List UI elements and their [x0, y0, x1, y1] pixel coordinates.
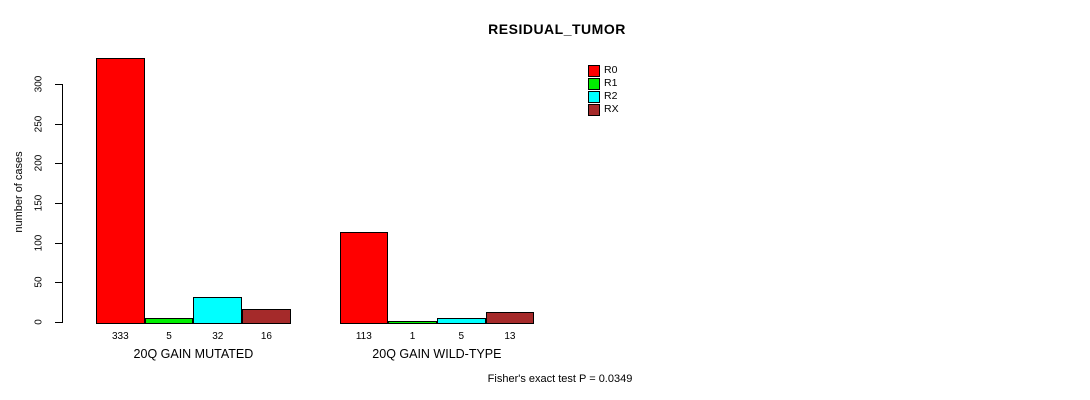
bar-r2 — [193, 296, 243, 324]
bar-value-label: 1 — [409, 331, 416, 342]
y-axis-label: number of cases — [13, 151, 25, 233]
y-tick-label: 0 — [33, 319, 45, 325]
annotation-text: Fisher's exact test P = 0.0349 — [487, 373, 633, 385]
bar-r0 — [339, 232, 389, 324]
y-tick-label: 300 — [33, 75, 45, 93]
legend-swatch-r1 — [588, 77, 600, 90]
bar-rx — [242, 309, 291, 324]
bar-value-label: 5 — [458, 331, 465, 342]
legend-label: R1 — [604, 77, 618, 89]
legend-item: R2 — [588, 90, 619, 103]
y-tick-label: 250 — [33, 115, 45, 132]
legend-item: R0 — [588, 64, 619, 77]
y-tick-mark — [55, 203, 62, 204]
legend: R0 R1 R2 RX — [588, 64, 619, 116]
y-tick-mark — [55, 282, 62, 284]
chart-title: RESIDUAL_TUMOR — [488, 21, 626, 37]
bar-r2 — [436, 318, 486, 324]
legend-swatch-r0 — [588, 64, 600, 77]
bar-value-label: 333 — [112, 331, 129, 342]
bar-r1 — [144, 318, 194, 324]
bar-value-label: 113 — [355, 331, 372, 342]
bar-value-label: 16 — [260, 331, 272, 342]
y-tick-mark — [55, 163, 62, 165]
bar-rx — [485, 311, 535, 324]
bar-value-label: 32 — [212, 331, 224, 342]
legend-swatch-rx — [588, 103, 600, 116]
y-axis-line — [62, 84, 63, 323]
legend-label: R2 — [604, 90, 618, 102]
y-tick-label: 200 — [33, 154, 45, 172]
legend-label: RX — [604, 103, 619, 115]
legend-swatch-r2 — [588, 90, 600, 103]
y-tick-mark — [55, 322, 62, 323]
legend-item: R1 — [588, 77, 619, 90]
bar-value-label: 13 — [504, 331, 516, 342]
bar-r0 — [96, 57, 145, 324]
bar-value-label: 5 — [166, 331, 172, 342]
y-tick-mark — [55, 84, 62, 85]
group-label: 20Q GAIN MUTATED — [133, 347, 254, 361]
y-tick-mark — [55, 123, 62, 125]
group-label: 20Q GAIN WILD-TYPE — [372, 347, 502, 361]
y-tick-mark — [55, 242, 62, 244]
y-tick-label: 150 — [33, 194, 45, 212]
y-tick-label: 50 — [33, 276, 45, 288]
legend-label: R0 — [604, 64, 618, 76]
bar-r1 — [388, 321, 437, 324]
legend-item: RX — [588, 103, 619, 116]
y-tick-label: 100 — [33, 234, 45, 251]
